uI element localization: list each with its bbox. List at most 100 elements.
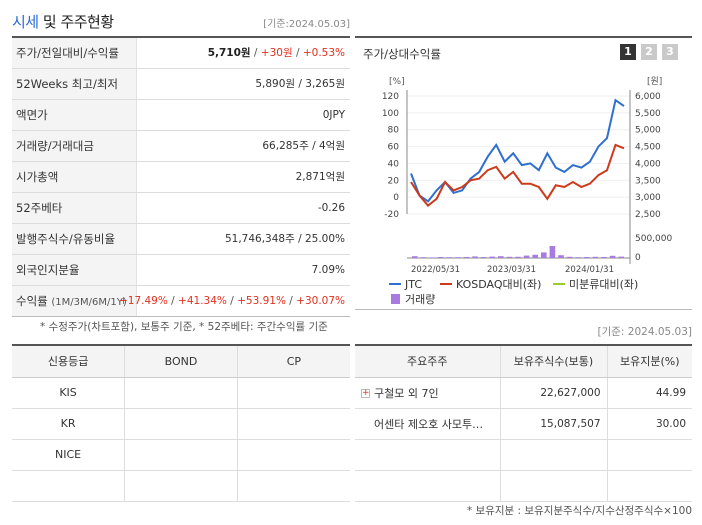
right-tick-label: 4,500 (635, 143, 661, 153)
row-label: 수익률 (1M/3M/6M/1Y) (12, 286, 137, 316)
left-tick-label: 60 (388, 143, 400, 153)
row-value: -0.26 (317, 202, 345, 214)
title-rest: 및 주주현황 (38, 13, 114, 31)
left-tick-label: 20 (388, 176, 400, 186)
left-tick-label: 100 (382, 109, 399, 119)
row-label: 액면가 (12, 100, 137, 130)
volume-bar (463, 257, 470, 258)
volume-bar (412, 256, 418, 258)
volume-bar (541, 252, 547, 258)
volume-bar (609, 255, 616, 258)
chart-tab-2[interactable]: 2 (641, 44, 657, 60)
holding-note: * 보유지분 : 보유지분주식수/지수산정주식수×100 (466, 505, 692, 517)
volume-bar (566, 256, 573, 258)
table-row: NICE (12, 439, 350, 471)
volume-bar (618, 256, 624, 258)
return-6m: +53.91% (237, 295, 286, 307)
volume-bar (429, 257, 435, 258)
volume-bar (575, 257, 581, 258)
right-tick-label: 6,000 (635, 92, 661, 102)
section-title: 시세 및 주주현황 (12, 11, 114, 32)
x-tick-label: 2022/05/31 (411, 265, 460, 275)
holders-header-pct: 보유지분(%) (607, 346, 692, 378)
row-label: 외국인지분율 (12, 255, 137, 285)
row-value: +17.49% / +41.34% / +53.91% / +30.07% (118, 295, 345, 307)
volume-bar (446, 257, 452, 258)
base-date: [기준:2024.05.03] (263, 19, 350, 30)
left-tick-label: 0 (393, 193, 399, 203)
holder-name-cell: + 구철모 외 7인 (355, 377, 501, 409)
row-52weeks: 52Weeks 최고/최저 5,890원 / 3,265원 (12, 69, 350, 100)
volume-bar (472, 256, 478, 258)
legend-label: 거래량 (405, 293, 435, 306)
chart-tab-1[interactable]: 1 (620, 44, 636, 60)
pct-cell: 30.00 (607, 408, 692, 440)
left-tick-label: 40 (388, 159, 400, 169)
table-row (12, 470, 350, 502)
cp-cell (237, 470, 350, 502)
holders-header-name: 주요주주 (355, 346, 501, 378)
volume-tick-label: 500,000 (635, 234, 672, 244)
x-tick-label: 2023/03/31 (487, 265, 536, 275)
return-1m: +17.49% (118, 295, 168, 307)
volume-bar (523, 255, 530, 258)
agency-cell: KR (12, 408, 126, 440)
credit-header-rating: 신용등급 (12, 346, 126, 378)
table-row (355, 439, 692, 471)
row-price: 주가/전일대비/수익률 5,710원 / +30원 / +0.53% (12, 38, 350, 69)
volume-bar (584, 257, 590, 258)
section-header: 시세 및 주주현황 [기준:2024.05.03] (12, 10, 350, 34)
row-label: 52주베타 (12, 193, 137, 223)
chart-tab-3[interactable]: 3 (662, 44, 678, 60)
table-row (355, 470, 692, 502)
table-row: KIS (12, 377, 350, 409)
volume-bar (532, 254, 538, 258)
right-tick-label: 3,500 (635, 176, 661, 186)
volume-bar (489, 256, 495, 258)
volume-bar (549, 246, 556, 258)
return-1y: +30.07% (296, 295, 345, 307)
holder-name: 어센타 제오호 사모투… (374, 417, 484, 431)
legend-swatch (391, 294, 400, 304)
volume-bar (601, 257, 607, 258)
volume-bar (515, 256, 521, 258)
bond-cell (124, 377, 238, 409)
volume-bar (437, 257, 444, 258)
agency-cell (12, 470, 126, 502)
volume-bar (498, 256, 504, 258)
row-returns: 수익률 (1M/3M/6M/1Y) +17.49% / +41.34% / +5… (12, 286, 350, 317)
volume-bar (506, 256, 513, 258)
pct-cell (607, 470, 692, 502)
holders-header-shares: 보유주식수(보통) (500, 346, 608, 378)
row-value: 5,890원 / 3,265원 (255, 78, 345, 90)
pct-cell (607, 439, 692, 471)
returns-label: 수익률 (16, 294, 48, 308)
legend-label: 미분류대비(좌) (569, 278, 638, 291)
chart-title: 주가/상대수익률 (363, 47, 441, 61)
row-par-value: 액면가 0JPY (12, 100, 350, 131)
summary-table: 주가/전일대비/수익률 5,710원 / +30원 / +0.53% 52Wee… (12, 36, 350, 317)
volume-bar (455, 257, 461, 258)
table-row: + 구철모 외 7인 22,627,000 44.99 (355, 377, 692, 409)
right-tick-label: 3,000 (635, 193, 661, 203)
holder-name: 구철모 외 7인 (374, 386, 439, 400)
expand-icon[interactable]: + (361, 388, 370, 398)
row-value: 7.09% (311, 264, 345, 276)
right-tick-label: 2,500 (635, 210, 661, 220)
agency-cell: NICE (12, 439, 126, 471)
series-line (410, 143, 625, 207)
holder-name-cell (355, 439, 501, 471)
volume-bar (480, 257, 487, 258)
right-axis-unit: [원] (647, 76, 662, 87)
row-beta: 52주베타 -0.26 (12, 193, 350, 224)
price-value: 5,710원 (207, 47, 251, 59)
left-tick-label: 120 (382, 92, 399, 102)
table-row: 어센타 제오호 사모투… 15,087,507 30.00 (355, 408, 692, 440)
chart-base-date: [기준: 2024.05.03] (597, 326, 692, 338)
volume-bar (592, 256, 599, 258)
row-value: 5,710원 / +30원 / +0.53% (207, 47, 345, 59)
bond-cell (124, 408, 238, 440)
summary-note: * 수정주가(차트포함), 보통주 기준, * 52주베타: 주간수익률 기준 (40, 321, 328, 333)
